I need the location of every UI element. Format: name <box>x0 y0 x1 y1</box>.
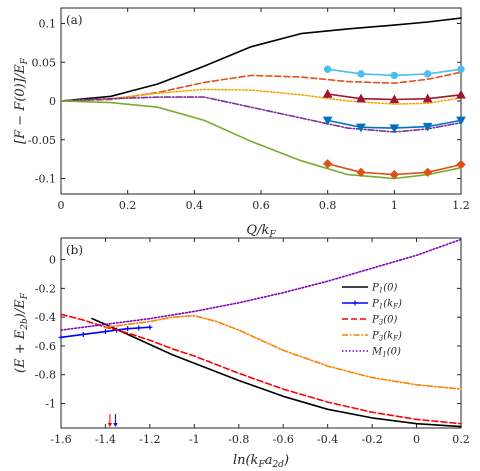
panel-a-series-7-point <box>356 123 366 133</box>
panel-a-series-6-point <box>389 94 400 104</box>
panel-b-ytick-label: -0.6 <box>35 340 56 353</box>
panel-b-ticks: -1.6 -1.4 -1.2 -1 -0.8 -0.6 -0.4 -0.2 0 0.2 -1 -0.8… <box>35 238 470 446</box>
panel-b-xtick-label: -0.2 <box>362 433 383 446</box>
panel-b-series-1-point <box>136 325 142 331</box>
panel-b-series-line-3 <box>104 314 462 390</box>
panel-a-xtick-label: 0.6 <box>252 199 270 212</box>
panel-a-xtick-label: 0.2 <box>119 199 137 212</box>
panel-a-series-line-2 <box>60 88 462 105</box>
legend-marker-1 <box>352 300 358 306</box>
panel-a-xtick-label: 1 <box>391 199 398 212</box>
panel-b-xtick-label: -1.4 <box>95 433 116 446</box>
legend-entry-2: P3(0) <box>371 315 397 327</box>
panel-a-series-line-4 <box>60 100 462 180</box>
legend-entry-1: P1(kF) <box>371 299 402 311</box>
panel-a-label: (a) <box>66 13 83 27</box>
panel-b-xlabel: ln(kFa2d) <box>233 453 289 470</box>
panel-a-series-7-point <box>456 116 466 126</box>
panel-b-ytick-label: -0.2 <box>35 282 56 295</box>
panel-b-series-line-0 <box>91 317 462 428</box>
panel-a: (a) 0 0.2 0.4 0.6 0.8 1 1.2 -0.1 -0.05 0 0.05 0.1 Q… <box>13 7 470 240</box>
panel-b-series <box>58 238 462 428</box>
panel-a-series-8-point <box>322 159 333 169</box>
panel-b-series-line-4 <box>60 238 462 331</box>
panel-b-ylabel: (E + E2b)/EF <box>13 292 30 373</box>
panel-b-ytick-label: -1 <box>45 398 56 411</box>
panel-a-ytick-label: 0 <box>49 95 56 108</box>
panel-a-series-5-point <box>323 65 332 73</box>
panel-b: (b) -1.6 -1.4 -1.2 -1 -0.8 -0.6 -0.4 -0.2 0 0.2-1… <box>13 237 470 470</box>
panel-a-xtick-label: 1.2 <box>452 199 470 212</box>
panel-b-xtick-label: -1.2 <box>139 433 160 446</box>
panel-b-ytick-label: 0 <box>49 254 56 267</box>
panel-a-series-5-point <box>357 70 365 78</box>
panel-b-label: (b) <box>66 243 83 257</box>
panel-b-plot-area <box>60 237 462 429</box>
panel-a-ytick-label: 0.1 <box>39 18 57 31</box>
panel-a-ytick-label: 0.05 <box>32 56 57 69</box>
panel-b-arrows <box>107 414 118 427</box>
panel-a-series-8-point <box>422 167 433 178</box>
panel-a-series-line-1 <box>60 71 462 102</box>
panel-a-series-line-3 <box>60 96 462 133</box>
panel-b-legend: P1(0) P1(kF) P3(0) P3(kF) M1(0) <box>342 283 402 359</box>
panel-a-ticks: 0 0.2 0.4 0.6 0.8 1 1.2 -0.1 -0.05 0 0.05 0.1 <box>28 8 470 212</box>
panel-a-xlabel: Q/kF <box>246 223 276 240</box>
panel-a-xtick-label: 0.8 <box>319 199 337 212</box>
panel-a-series-7-point <box>322 116 333 126</box>
panel-a-plot-area <box>60 7 462 195</box>
panel-a-ytick-label: -0.05 <box>28 134 56 147</box>
panel-a-series-5-point <box>457 65 465 73</box>
panel-b-series-1-point <box>125 326 131 332</box>
panel-a-ylabel: [F − F(0)]/EF <box>13 57 30 144</box>
panel-b-ytick-label: -0.4 <box>35 311 56 324</box>
panel-b-xtick-label: -1 <box>189 433 200 446</box>
panel-b-xtick-label: -0.8 <box>228 433 249 446</box>
panel-a-series-5-point <box>390 71 399 80</box>
panel-a-ytick-label: -0.1 <box>35 173 56 186</box>
arrow-head-1 <box>113 423 118 427</box>
panel-a-series-6-point <box>422 93 433 103</box>
panel-b-xtick-label: 0.2 <box>452 433 470 446</box>
panel-b-series-1-point <box>147 324 153 330</box>
panel-a-series-8-point <box>356 167 366 178</box>
panel-a-series-6-point <box>322 88 333 98</box>
panel-b-xtick-label: -0.4 <box>317 433 338 446</box>
panel-a-series <box>60 17 466 180</box>
panel-b-ytick-label: -0.8 <box>35 369 56 382</box>
legend-entry-0: P1(0) <box>371 283 397 295</box>
panel-a-xtick-label: 0.4 <box>186 199 204 212</box>
panel-b-series-1-point <box>58 334 64 340</box>
arrow-head-0 <box>107 423 113 427</box>
panel-b-series-1-point <box>80 331 86 337</box>
panel-a-series-7-point <box>389 124 400 134</box>
panel-a-series-6-point <box>456 89 466 99</box>
panel-a-series-5-point <box>423 70 432 78</box>
legend-entry-3: P3(kF) <box>371 331 402 343</box>
panel-b-xtick-label: -0.6 <box>273 433 294 446</box>
panel-b-xtick-label: -1.6 <box>50 433 71 446</box>
panel-b-xtick-label: 0 <box>413 433 420 446</box>
panel-a-series-line-0 <box>60 17 462 102</box>
panel-a-xtick-label: 0 <box>58 199 65 212</box>
legend-entry-4: M1(0) <box>371 347 401 359</box>
panel-a-series-6-point <box>356 93 366 103</box>
panel-b-series-1-point <box>102 329 108 335</box>
panel-a-series-8-point <box>456 159 466 170</box>
panel-a-series-7-point <box>422 122 433 132</box>
panel-a-series-8-point <box>389 169 400 180</box>
